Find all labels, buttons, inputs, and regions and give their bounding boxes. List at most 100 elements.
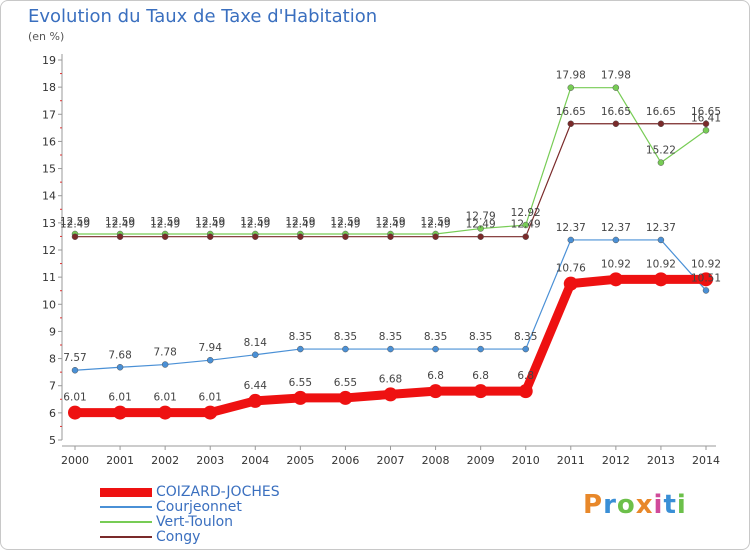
data-label-congy: 12.49	[466, 219, 496, 231]
y-tick-label: 11	[42, 271, 56, 284]
data-label-congy: 12.49	[105, 219, 135, 231]
data-label-courjeonnet: 8.14	[244, 337, 268, 349]
logo-letter: P	[583, 490, 604, 520]
point-congy	[161, 233, 169, 240]
point-congy	[522, 233, 529, 240]
data-label-courjeonnet: 8.35	[289, 331, 312, 343]
point-congy	[477, 233, 484, 240]
data-label-courjeonnet: 12.37	[601, 222, 631, 234]
point-congy	[567, 120, 575, 128]
proxiti-logo: Proxiti	[583, 490, 687, 520]
data-label-courjeonnet: 7.94	[199, 342, 223, 354]
data-label-vert-toulon: 12.79	[466, 211, 496, 223]
data-label-congy: 12.49	[150, 219, 180, 231]
point-congy	[252, 233, 259, 240]
logo-letter: i	[653, 490, 664, 520]
point-coizard-joches	[608, 272, 623, 287]
data-label-congy: 12.49	[60, 219, 90, 231]
data-label-coizard-joches: 6.44	[244, 380, 268, 392]
point-congy	[432, 233, 439, 240]
point-courjeonnet	[477, 345, 484, 353]
data-label-vert-toulon: 12.59	[105, 216, 135, 228]
point-courjeonnet	[206, 356, 214, 364]
data-label-coizard-joches: 6.01	[63, 392, 86, 404]
legend-label: Courjeonnet	[156, 499, 242, 515]
data-label-coizard-joches: 10.92	[601, 258, 631, 270]
point-congy	[206, 233, 214, 240]
data-label-courjeonnet: 8.35	[334, 331, 357, 343]
data-label-vert-toulon: 15.22	[646, 145, 676, 157]
data-label-courjeonnet: 10.51	[691, 272, 721, 284]
legend-item-coizard-joches: COIZARD-JOCHES	[100, 484, 360, 500]
legend-swatch	[100, 521, 152, 523]
logo-letter: r	[603, 490, 617, 520]
data-label-congy: 12.49	[240, 219, 270, 231]
point-coizard-joches	[248, 393, 263, 408]
point-vert-toulon	[702, 127, 710, 134]
data-label-vert-toulon: 12.92	[511, 207, 541, 219]
data-label-coizard-joches: 6.68	[379, 373, 402, 385]
point-courjeonnet	[432, 345, 439, 353]
point-congy	[297, 233, 304, 240]
y-tick-label: 16	[42, 135, 56, 148]
data-label-vert-toulon: 12.59	[60, 216, 90, 228]
point-coizard-joches	[518, 384, 533, 399]
point-courjeonnet	[116, 364, 124, 371]
x-tick-label: 2006	[331, 454, 359, 467]
y-tick-label: 19	[42, 54, 56, 67]
data-label-courjeonnet: 8.35	[379, 331, 402, 343]
data-label-congy: 12.49	[421, 219, 451, 231]
data-label-courjeonnet: 12.37	[556, 222, 586, 234]
point-courjeonnet	[702, 287, 710, 294]
data-label-coizard-joches: 6.55	[334, 377, 357, 389]
data-label-vert-toulon: 17.98	[601, 70, 631, 82]
x-tick-label: 2003	[196, 454, 224, 467]
point-coizard-joches	[158, 405, 173, 420]
x-tick-label: 2007	[377, 454, 405, 467]
y-tick-label: 18	[42, 81, 56, 94]
x-tick-label: 2001	[106, 454, 134, 467]
legend-item-vert-toulon: Vert-Toulon	[100, 514, 360, 530]
y-tick-label: 17	[42, 108, 56, 121]
y-tick-label: 14	[42, 190, 56, 203]
point-coizard-joches	[338, 390, 353, 405]
logo-letter: x	[635, 490, 654, 520]
point-courjeonnet	[387, 345, 394, 353]
point-coizard-joches	[383, 387, 398, 402]
point-coizard-joches	[113, 405, 128, 420]
data-label-vert-toulon: 12.59	[240, 216, 270, 228]
data-label-coizard-joches: 10.76	[556, 263, 586, 275]
x-tick-label: 2010	[512, 454, 540, 467]
data-label-vert-toulon: 16.41	[691, 112, 721, 124]
legend-label: Vert-Toulon	[156, 514, 234, 530]
point-coizard-joches	[203, 405, 218, 420]
point-vert-toulon	[522, 221, 529, 229]
data-label-congy: 16.65	[556, 106, 586, 118]
data-label-congy: 16.65	[601, 106, 631, 118]
data-label-congy: 12.49	[330, 219, 360, 231]
legend-label: COIZARD-JOCHES	[156, 484, 280, 500]
x-tick-label: 2004	[241, 454, 269, 467]
data-label-courjeonnet: 7.68	[108, 349, 131, 361]
point-courjeonnet	[522, 345, 529, 353]
point-coizard-joches	[653, 272, 668, 287]
point-congy	[387, 233, 394, 240]
y-tick-label: 13	[42, 217, 56, 230]
y-tick-label: 7	[49, 380, 56, 393]
data-label-courjeonnet: 7.57	[63, 352, 86, 364]
point-vert-toulon	[477, 225, 484, 232]
logo-letter: t	[663, 490, 677, 520]
legend-item-congy: Congy	[100, 529, 360, 545]
legend-item-courjeonnet: Courjeonnet	[100, 499, 360, 515]
point-congy	[702, 120, 710, 128]
y-tick-label: 12	[42, 244, 56, 257]
logo-letter: i	[676, 490, 687, 520]
x-tick-label: 2012	[602, 454, 630, 467]
x-tick-label: 2014	[692, 454, 720, 467]
x-tick-label: 2000	[61, 454, 89, 467]
point-coizard-joches	[428, 384, 443, 399]
data-label-congy: 12.49	[285, 219, 315, 231]
data-label-vert-toulon: 12.59	[195, 216, 225, 228]
data-label-vert-toulon: 12.59	[421, 216, 451, 228]
point-coizard-joches	[293, 390, 308, 405]
